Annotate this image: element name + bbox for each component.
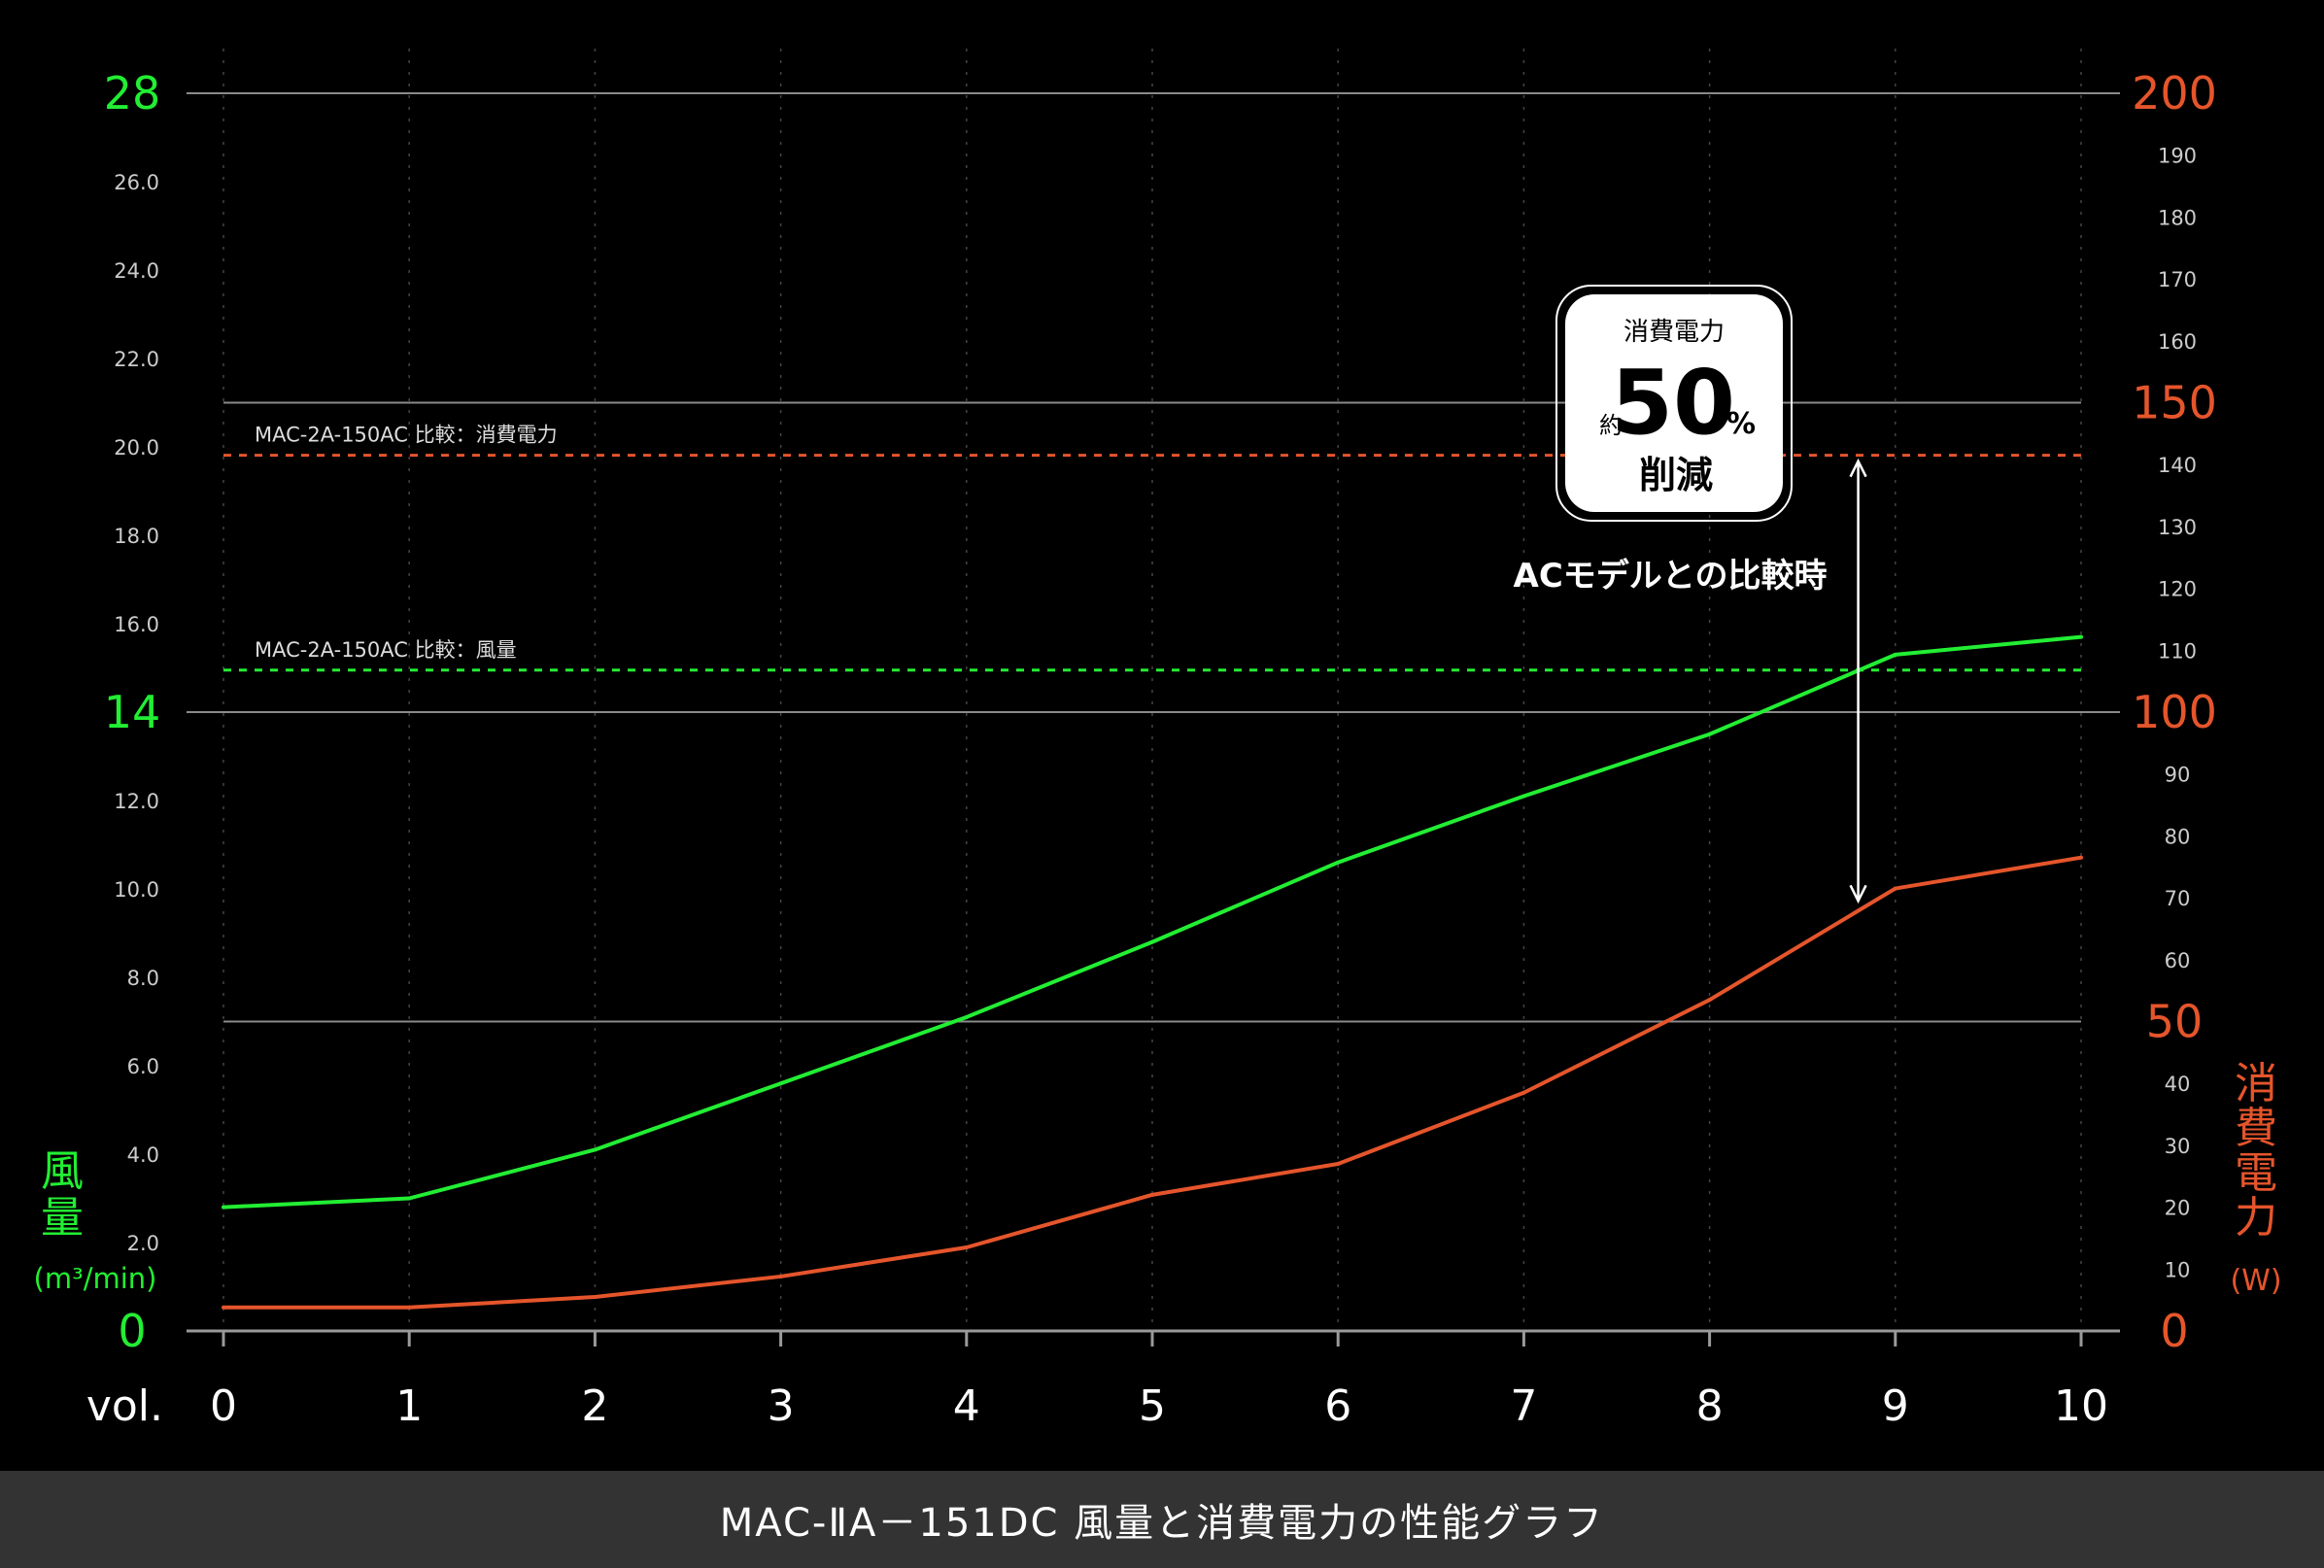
left-major-tick-label: 0 xyxy=(118,1305,146,1357)
x-tick-label: 5 xyxy=(1139,1381,1166,1431)
right-minor-tick-label: 20 xyxy=(2165,1197,2191,1220)
right-major-tick-label: 100 xyxy=(2132,686,2217,738)
reduction-box-outline xyxy=(1555,285,1793,522)
right-major-tick-label: 50 xyxy=(2146,996,2204,1048)
airflow-point xyxy=(778,1081,783,1086)
left-minor-tick-label: 4.0 xyxy=(127,1143,159,1167)
right-minor-tick-label: 130 xyxy=(2158,516,2197,539)
power-point xyxy=(1336,1162,1341,1167)
airflow-point xyxy=(964,1014,969,1019)
right-axis-unit: (W) xyxy=(2230,1264,2281,1298)
right-minor-tick-label: 180 xyxy=(2158,206,2197,229)
x-tick-label: 4 xyxy=(953,1381,980,1431)
power-point xyxy=(1893,886,1897,891)
left-minor-tick-label: 8.0 xyxy=(127,967,159,990)
right-minor-tick-label: 190 xyxy=(2158,145,2197,168)
left-minor-tick-label: 20.0 xyxy=(114,436,159,460)
left-minor-tick-label: 26.0 xyxy=(114,171,159,194)
reduction-box-top: 消費電力 xyxy=(1623,318,1725,347)
left-minor-tick-label: 12.0 xyxy=(114,790,159,813)
airflow-point xyxy=(1150,939,1154,944)
caption-bar: MAC-ⅡA－151DC 風量と消費電力の性能グラフ xyxy=(0,1471,2324,1568)
airflow-point xyxy=(2079,634,2083,639)
right-axis-title: 消費電力 xyxy=(2235,1059,2277,1243)
reduction-value: 50 xyxy=(1611,351,1735,455)
airflow-point xyxy=(1893,652,1897,657)
left-axis-title: 風量 xyxy=(41,1146,84,1243)
x-tick-label: 3 xyxy=(768,1381,795,1431)
left-minor-tick-label: 24.0 xyxy=(114,259,159,283)
right-minor-tick-label: 60 xyxy=(2165,949,2191,972)
power-point xyxy=(964,1245,969,1250)
right-minor-tick-label: 90 xyxy=(2165,764,2191,787)
right-major-tick-label: 0 xyxy=(2160,1305,2188,1357)
right-minor-tick-label: 140 xyxy=(2158,454,2197,477)
right-minor-tick-label: 40 xyxy=(2165,1073,2191,1096)
right-major-tick-label: 200 xyxy=(2132,67,2217,119)
x-tick-label: 2 xyxy=(581,1381,608,1431)
airflow-point xyxy=(1707,732,1712,736)
reference-lines: MAC-2A-150AC 比較：消費電力 MAC-2A-150AC 比較：風量 xyxy=(223,424,2081,672)
x-tick-label: 1 xyxy=(395,1381,423,1431)
reduction-box-bottom: 削減 xyxy=(1639,454,1713,496)
chart-caption: MAC-ⅡA－151DC 風量と消費電力の性能グラフ xyxy=(719,1501,1605,1546)
axes xyxy=(187,1329,2120,1346)
comparison-arrow-head-down xyxy=(1849,884,1867,904)
left-minor-tick-label: 16.0 xyxy=(114,613,159,636)
power-point xyxy=(222,1305,225,1310)
left-minor-tick-label: 2.0 xyxy=(127,1232,159,1255)
right-minor-tick-label: 160 xyxy=(2158,330,2197,354)
airflow-point xyxy=(1521,794,1526,799)
reference-line-label: MAC-2A-150AC 比較：消費電力 xyxy=(255,424,558,447)
power-point xyxy=(1150,1192,1154,1197)
airflow-point xyxy=(593,1147,598,1152)
comparison-arrow-head-up xyxy=(1849,458,1867,478)
right-minor-tick-label: 110 xyxy=(2158,639,2197,663)
x-tick-label: 10 xyxy=(2054,1381,2108,1431)
right-minor-tick-label: 70 xyxy=(2165,887,2191,910)
right-major-tick-label: 150 xyxy=(2132,377,2217,429)
left-minor-tick-label: 18.0 xyxy=(114,525,159,548)
power-point xyxy=(407,1305,412,1310)
reduction-unit: % xyxy=(1726,407,1756,441)
grid-lines xyxy=(187,49,2120,1331)
right-minor-tick-label: 120 xyxy=(2158,578,2197,601)
left-minor-tick-label: 10.0 xyxy=(114,878,159,902)
axis-labels: 0 1 2 3 4 5 6 7 8 9 10 vol. 0 14 28 2.0 4.0 6.0 8.0 10.0 12.… xyxy=(34,67,2282,1431)
airflow-point xyxy=(222,1205,225,1210)
reduction-box xyxy=(1565,294,1783,512)
power-point xyxy=(1521,1090,1526,1095)
x-axis-label: vol. xyxy=(86,1381,163,1431)
x-tick-label: 8 xyxy=(1696,1381,1724,1431)
reduction-prefix: 約 xyxy=(1599,412,1623,439)
power-point xyxy=(593,1294,598,1299)
performance-chart: MAC-2A-150AC 比較：消費電力 MAC-2A-150AC 比較：風量 0… xyxy=(34,49,2282,1431)
x-tick-label: 9 xyxy=(1882,1381,1909,1431)
x-tick-label: 7 xyxy=(1510,1381,1537,1431)
right-minor-tick-label: 170 xyxy=(2158,268,2197,291)
reference-line-label: MAC-2A-150AC 比較：風量 xyxy=(255,638,517,662)
power-point xyxy=(778,1274,783,1278)
airflow-point xyxy=(1336,860,1341,865)
right-minor-tick-label: 80 xyxy=(2165,825,2191,848)
left-major-tick-label: 28 xyxy=(104,67,161,119)
right-minor-tick-label: 30 xyxy=(2165,1135,2191,1158)
series-lines xyxy=(222,634,2083,1310)
x-tick-label: 6 xyxy=(1324,1381,1351,1431)
power-point xyxy=(1707,998,1712,1003)
right-minor-tick-label: 10 xyxy=(2165,1258,2191,1281)
power-point xyxy=(2079,855,2083,860)
left-minor-tick-label: 22.0 xyxy=(114,348,159,371)
comparison-caption: ACモデルとの比較時 xyxy=(1514,557,1828,596)
x-tick-label: 0 xyxy=(210,1381,237,1431)
left-minor-tick-label: 6.0 xyxy=(127,1055,159,1078)
left-axis-unit: (m³/min) xyxy=(34,1262,157,1295)
left-major-tick-label: 14 xyxy=(104,686,161,738)
airflow-point xyxy=(407,1196,412,1201)
